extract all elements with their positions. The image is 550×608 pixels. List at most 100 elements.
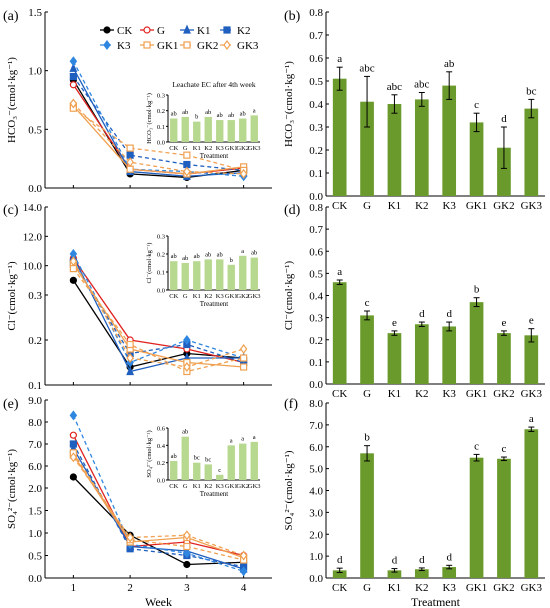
panel-e-upper-y-tick-label: 8.0 xyxy=(28,417,42,429)
inset-c-sig-letter: ab xyxy=(194,253,200,260)
inset-e-bar xyxy=(181,436,189,480)
series-line-K3 xyxy=(72,60,244,177)
panel-f-sig-letter: a xyxy=(529,413,534,425)
inset-a-bar xyxy=(181,116,189,142)
panel-b-x-tick-label: CK xyxy=(332,200,347,212)
panel-d-y-tick-label: 0.0 xyxy=(309,379,323,391)
series-point-GK3 xyxy=(239,344,248,354)
series-line-GK2 xyxy=(72,452,244,561)
panel-f-y-tick-label: 4.0 xyxy=(309,486,323,498)
panel-f-bar xyxy=(360,453,374,578)
panel-e-x-tick-label: 3 xyxy=(184,582,190,594)
panel-label-e: (e) xyxy=(3,397,19,412)
panel-a-y-tick-label: 0.0 xyxy=(28,183,42,195)
chart-layer: 0.0 0.5 1.0 1.5 HCO₃⁻(cmol·kg⁻¹) 0.0 0.1 0.2 0.3… xyxy=(6,7,545,608)
inset-e-bar xyxy=(239,443,247,480)
panel-f-y-label: SO₄²⁻(cmol·kg⁻¹) xyxy=(283,450,295,530)
inset-a-y-tick-label: 0.0 xyxy=(157,140,165,147)
panel-label-c: (c) xyxy=(3,203,19,218)
legend-label-K2: K2 xyxy=(237,25,250,37)
panel-d-x-tick-label: CK xyxy=(332,388,347,400)
panel-d-bar xyxy=(497,333,511,384)
inset-e-x-tick-label: K3 xyxy=(216,483,224,490)
panel-e-x-label: Week xyxy=(145,595,172,608)
inset-e-bar xyxy=(204,464,212,480)
series-point-GK1 xyxy=(240,363,248,371)
series-line-G xyxy=(72,434,244,557)
series-line-GK3 xyxy=(72,260,244,368)
inset-c-bar xyxy=(204,259,212,290)
inset-a-bar xyxy=(204,116,212,142)
inset-a-x-tick-label: GK2 xyxy=(236,145,249,152)
legend-label-K3: K3 xyxy=(117,40,131,52)
panel-d-sig-letter: e xyxy=(529,315,534,327)
panel-d-x-tick-label: GK2 xyxy=(493,388,514,400)
panel-d-sig-letter: d xyxy=(446,308,452,320)
inset-e-sig-letter: c xyxy=(218,467,221,474)
panel-f-sig-letter: d xyxy=(392,555,398,567)
inset-a-x-tick-label: G xyxy=(183,145,188,152)
legend-label-GK2: GK2 xyxy=(197,40,218,52)
inset-c-sig-letter: ab xyxy=(205,251,211,258)
inset-e-sig-letter: a xyxy=(241,436,244,443)
inset-e-y-tick-label: 0.2 xyxy=(157,460,165,467)
inset-e-y-tick-label: 0.6 xyxy=(157,426,166,433)
panel-label-f: (f) xyxy=(284,397,298,412)
panel-c-upper-y-tick-label: 10.0 xyxy=(23,261,43,273)
series-point-K3 xyxy=(183,548,191,559)
panel-d-y-tick-label: 0.1 xyxy=(309,357,323,369)
inset-e-bar xyxy=(170,460,178,480)
inset-c-x-tick-label: GK1 xyxy=(225,293,238,300)
legend-marker-K3 xyxy=(103,40,111,50)
panel-f-sig-letter: d xyxy=(446,551,452,563)
panel-b-sig-letter: abc xyxy=(387,81,402,93)
series-point-GK3 xyxy=(183,362,191,372)
series-point-GK3 xyxy=(183,530,191,541)
panel-b-x-tick-label: G xyxy=(363,200,371,212)
inset-e-sig-letter: ab xyxy=(171,453,177,460)
series-point-GK3 xyxy=(239,168,248,179)
inset-e-sig-letter: bc xyxy=(194,455,200,462)
inset-c-y-tick-label: 0.1 xyxy=(157,270,165,277)
panel-b-x-tick-label: GK3 xyxy=(521,200,543,212)
series-point-CK xyxy=(69,276,77,284)
inset-c-bar xyxy=(239,255,247,290)
series-point-K3 xyxy=(183,335,191,345)
inset-e-x-tick-label: GK2 xyxy=(236,483,249,490)
inset-e-bar xyxy=(193,462,201,480)
series-line-GK1 xyxy=(72,454,244,559)
series-point-GK2 xyxy=(126,340,134,349)
panel-d-bar xyxy=(524,335,539,384)
panel-d-x-tick-label: K2 xyxy=(415,388,428,400)
panel-f-x-tick-label: GK3 xyxy=(521,582,543,594)
series-point-K3 xyxy=(239,566,248,577)
panel-c-upper-y-tick-label: 12.0 xyxy=(23,231,43,243)
panel-d-y-label: Cl⁻(cmol·kg⁻¹) xyxy=(283,261,295,331)
legend-marker-GK2 xyxy=(183,41,191,49)
inset-e-x-tick-label: GK1 xyxy=(225,483,238,490)
panel-f-y-tick-label: 2.0 xyxy=(309,529,323,541)
series-line-GK2 xyxy=(73,107,244,172)
series-line-G xyxy=(72,257,244,364)
series-point-GK3 xyxy=(183,166,191,177)
panel-f-sig-letter: c xyxy=(474,440,479,452)
inset-e-x-tick-label: K2 xyxy=(204,483,212,490)
series-line-K1 xyxy=(72,68,244,177)
series-point-GK2 xyxy=(183,542,191,551)
panel-b-sig-letter: abc xyxy=(414,79,429,91)
panel-d-y-tick-label: 0.6 xyxy=(309,246,323,258)
inset-c-sig-letter: ab xyxy=(171,253,177,260)
inset-a-y-tick-label: 0.2 xyxy=(157,108,165,115)
panel-b-sig-letter: a xyxy=(337,53,342,65)
panel-f-bar xyxy=(332,570,347,578)
series-point-GK2 xyxy=(126,144,134,152)
panel-f-x-tick-label: G xyxy=(363,582,371,594)
inset-a-y-label: HCO₃⁻(cmol·kg⁻¹) xyxy=(146,93,153,144)
panel-e-x-tick-label: 1 xyxy=(71,582,77,594)
panel-a-y-tick-label: 0.5 xyxy=(28,124,42,136)
legend-label-G: G xyxy=(157,25,165,37)
inset-c-bar xyxy=(227,264,235,290)
panel-d-bar xyxy=(360,315,374,384)
panel-b-y-tick-label: 0.4 xyxy=(309,99,323,111)
inset-c-y-tick-label: 0.0 xyxy=(157,288,165,295)
